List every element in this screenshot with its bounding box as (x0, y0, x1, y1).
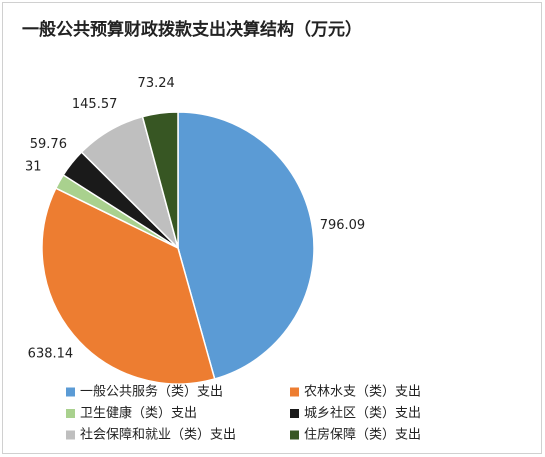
chart-title: 一般公共预算财政拨款支出决算结构（万元） (22, 19, 362, 40)
legend-label: 一般公共服务（类）支出 (80, 384, 223, 400)
legend-swatch (66, 387, 75, 397)
data-label: 73.24 (138, 76, 175, 91)
legend-swatch (290, 409, 299, 418)
legend-label: 城乡社区（类）支出 (304, 405, 421, 421)
legend-label: 卫生健康（类）支出 (80, 405, 197, 421)
pie-slice (41, 187, 216, 385)
pie-slice (141, 111, 179, 249)
legend-swatch (66, 409, 75, 418)
legend-swatch (66, 430, 75, 440)
legend-label: 农林水支（类）支出 (304, 385, 421, 400)
data-label: 59.76 (30, 137, 67, 152)
data-label: 145.57 (72, 97, 118, 112)
data-label: 796.09 (320, 218, 366, 233)
legend-swatch (290, 387, 299, 397)
legend-label: 社会保障和就业（类）支出 (80, 427, 236, 443)
legend-swatch (290, 430, 299, 440)
pie-slice (177, 111, 315, 380)
data-label: 31 (25, 159, 42, 174)
data-label: 638.14 (28, 347, 74, 362)
legend-label: 住房保障（类）支出 (304, 427, 421, 443)
